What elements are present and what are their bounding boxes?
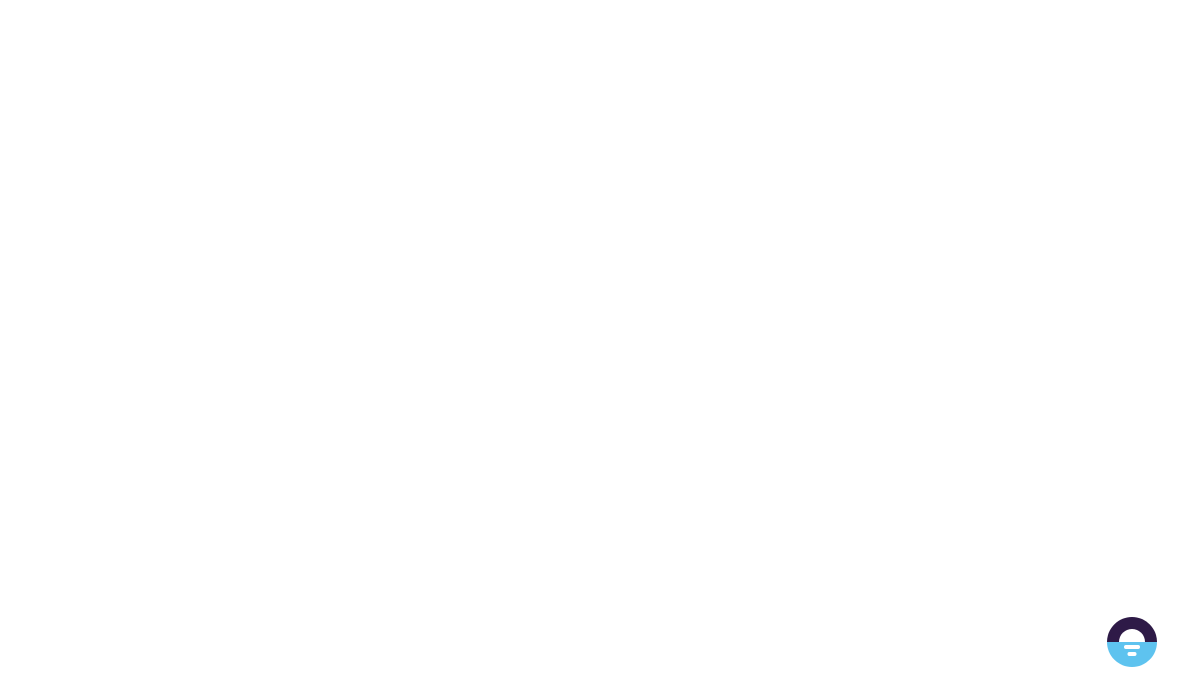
horizon-line-1 — [1124, 645, 1140, 649]
grand-view-horizon-logo — [1107, 617, 1168, 667]
horizon-sun-logo-icon — [1107, 617, 1157, 667]
sun-dome-shape — [1119, 629, 1145, 642]
horizon-line-2 — [1127, 652, 1137, 656]
